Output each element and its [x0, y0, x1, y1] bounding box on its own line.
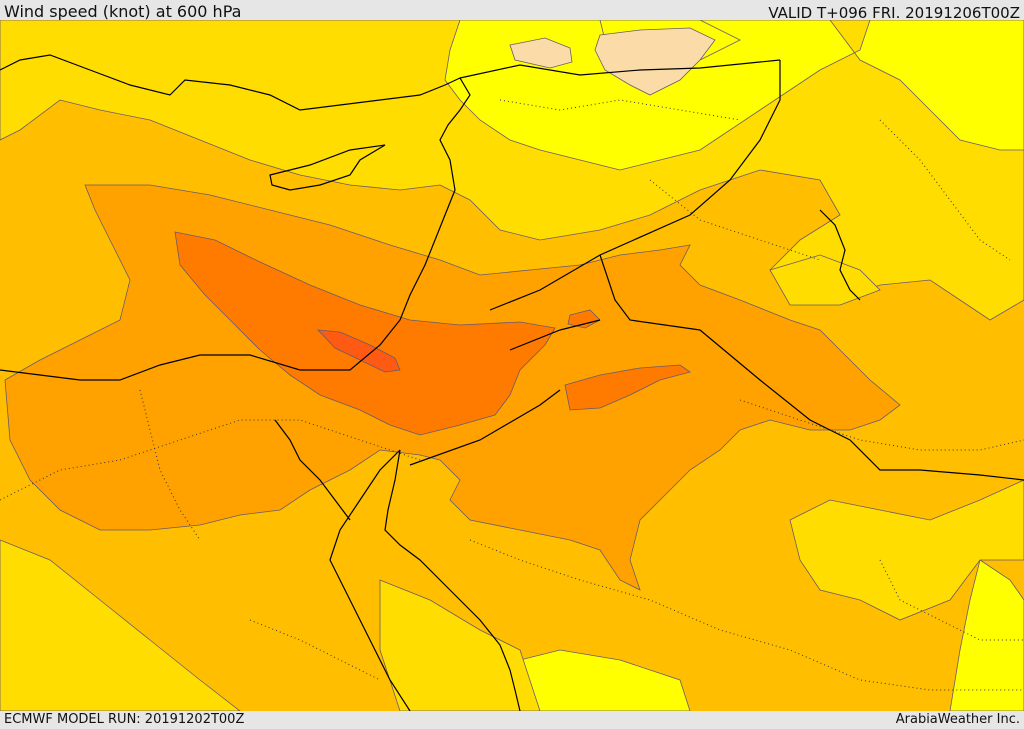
wind-band-light-patch — [594, 27, 716, 96]
internal-borders — [0, 99, 1024, 691]
coastlines — [0, 54, 1024, 711]
wind-speed-map — [0, 20, 1024, 711]
wind-band-level-6 — [316, 329, 401, 373]
model-run-label: ECMWF MODEL RUN: 20191202T00Z — [4, 712, 245, 727]
wind-band-level-5 — [174, 231, 556, 436]
wind-band-level-1 — [444, 20, 1024, 171]
map-title: Wind speed (knot) at 600 hPa — [4, 2, 242, 21]
map-footer: ECMWF MODEL RUN: 20191202T00Z ArabiaWeat… — [0, 711, 1024, 729]
credit-label: ArabiaWeather Inc. — [895, 712, 1020, 727]
map-header: Wind speed (knot) at 600 hPa VALID T+096… — [0, 0, 1024, 22]
valid-time: VALID T+096 FRI. 20191206T00Z — [768, 4, 1020, 22]
